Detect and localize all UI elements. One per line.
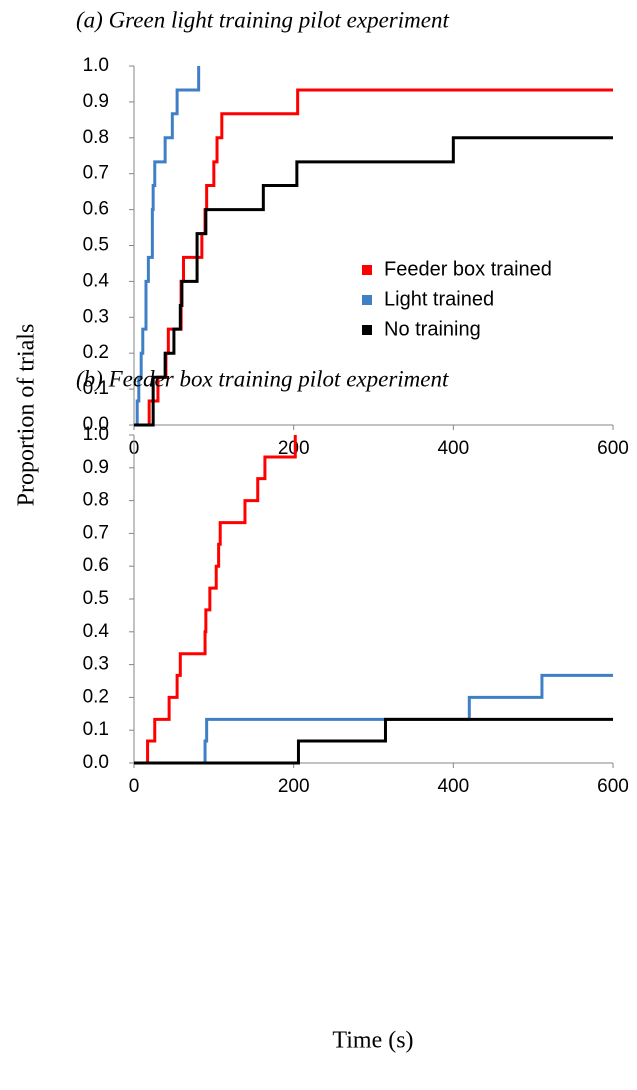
legend-label: No training [384,318,481,340]
chart-title: (a) Green light training pilot experimen… [76,7,449,32]
y-tick-label: 0.0 [83,752,109,773]
y-tick-label: 0.1 [83,378,109,399]
legend-label: Feeder box trained [384,258,552,280]
y-tick-label: 0.3 [83,306,109,327]
y-tick-label: 0.1 [83,719,109,740]
x-tick-label: 400 [437,776,469,797]
x-tick-label: 200 [278,438,310,459]
step-line [134,66,201,427]
y-tick-label: 0.0 [83,414,109,435]
y-tick-label: 0.5 [83,588,109,609]
y-tick-label: 0.2 [83,342,109,363]
y-tick-label: 0.7 [83,163,109,184]
y-tick-label: 1.0 [83,424,109,445]
x-tick-label: 600 [597,776,629,797]
y-tick-label: 0.3 [83,654,109,675]
y-tick-label: 0.4 [83,621,110,642]
legend-swatch [362,295,372,305]
step-line [134,673,613,765]
legend-swatch [362,325,372,335]
y-tick-label: 0.8 [83,127,109,148]
y-tick-label: 0.9 [83,457,109,478]
y-tick-label: 0.9 [83,91,109,112]
y-tick-label: 0.4 [83,270,110,291]
chart-title: (b) Feeder box training pilot experiment [76,366,449,391]
x-tick-label: 400 [437,438,469,459]
step-line [134,136,613,427]
x-tick-label: 0 [129,776,140,797]
y-tick-label: 0.6 [83,199,109,220]
x-tick-label: 600 [597,438,629,459]
y-tick-label: 0.5 [83,235,109,256]
y-axis-label: Proportion of trials [14,324,40,507]
y-tick-label: 0.6 [83,555,109,576]
step-line [134,435,297,765]
legend-swatch [362,265,372,275]
legend-label: Light trained [384,288,494,310]
y-tick-label: 0.2 [83,686,109,707]
x-axis-label: Time (s) [332,1028,413,1054]
step-line [134,717,613,765]
y-tick-label: 0.8 [83,490,109,511]
x-tick-label: 200 [278,776,310,797]
y-tick-label: 0.7 [83,522,109,543]
y-tick-label: 1.0 [83,55,109,76]
